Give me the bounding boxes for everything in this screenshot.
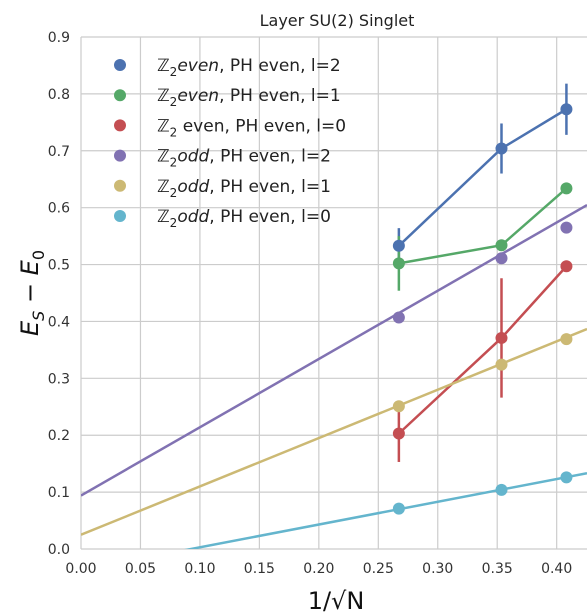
y-axis-label: ES − E0 [16,250,48,336]
data-point-series-1-2 [560,182,573,195]
data-point-series-2-0 [392,427,405,440]
y-tick-label: 0.2 [48,428,70,444]
legend-subscript: 2 [170,95,178,109]
legend-entry-4: ℤ2odd, PH even, l=1 [157,177,331,200]
legend-entry-3: ℤ2odd, PH even, l=2 [157,147,331,170]
legend-marker-5 [114,210,126,222]
data-point-series-5-0 [392,502,405,515]
data-point-series-5-1 [495,483,508,496]
legend-entry-1: ℤ2even, PH even, l=1 [157,86,341,109]
plot-background [81,37,587,549]
legend-subscript: 2 [170,186,178,200]
legend-parity: even [177,56,219,76]
legend-z-symbol: ℤ [157,207,170,227]
data-point-series-4-0 [392,400,405,413]
data-point-series-3-0 [392,311,405,324]
legend-parity: even [177,116,224,136]
y-axis-label-sub2: 0 [29,250,48,260]
y-tick-labels: 0.0 0.1 0.2 0.3 0.4 0.5 0.6 0.7 0.8 0.9 [48,30,70,558]
legend-parity: odd [177,177,209,197]
legend-z-symbol: ℤ [157,56,170,76]
data-points [392,103,573,515]
x-tick-labels: 0.00 0.05 0.10 0.15 0.20 0.25 0.30 0.35 0.40 [65,561,572,577]
data-point-series-0-2 [560,103,573,116]
y-axis-label-main: E [16,320,44,336]
x-tick-label: 0.05 [125,561,156,577]
x-tick-label: 0.25 [363,561,394,577]
y-tick-label: 0.9 [48,30,70,46]
x-tick-label: 0.20 [303,561,334,577]
legend-entry-5: ℤ2odd, PH even, l=0 [157,207,331,230]
chart-title: Layer SU(2) Singlet [260,11,415,30]
x-tick-label: 0.35 [482,561,513,577]
y-tick-label: 0.8 [48,87,70,103]
x-tick-label: 0.00 [65,561,96,577]
legend-parity: odd [177,207,209,227]
data-point-series-1-1 [495,239,508,252]
legend-marker-2 [114,119,126,132]
data-point-series-3-1 [495,252,508,265]
y-tick-label: 0.4 [48,314,70,330]
legend-marker-4 [114,179,126,192]
legend-rest: , PH even, l=1 [209,177,331,197]
y-tick-label: 0.5 [48,258,70,274]
y-axis-label-sub1: S [29,311,48,321]
data-point-series-1-0 [392,257,405,270]
y-tick-label: 0.7 [48,144,70,160]
legend-parity: even [177,86,219,106]
data-point-series-5-2 [560,471,573,484]
y-tick-label: 0.6 [48,201,70,217]
legend-subscript: 2 [170,125,178,139]
legend-rest: , PH even, l=2 [209,147,331,167]
legend-z-symbol: ℤ [157,86,170,106]
legend-subscript: 2 [170,216,178,230]
x-tick-label: 0.30 [422,561,453,577]
data-point-series-2-1 [495,331,508,344]
legend-subscript: 2 [170,156,178,170]
legend-rest: , PH even, l=0 [209,207,331,227]
data-point-series-0-0 [392,239,405,252]
legend-rest: , PH even, l=0 [224,116,346,136]
data-point-series-0-1 [495,142,508,155]
x-tick-label: 0.40 [541,561,572,577]
data-point-series-2-2 [560,260,573,273]
data-point-series-4-1 [495,358,508,371]
y-tick-label: 0.3 [48,371,70,387]
legend-rest: , PH even, l=2 [219,56,341,76]
data-point-series-4-2 [560,333,573,346]
legend-z-symbol: ℤ [157,147,170,167]
legend-marker-3 [114,149,126,162]
data-point-series-3-2 [560,221,573,234]
legend-marker-1 [114,89,126,102]
legend-parity: odd [177,147,209,167]
legend-rest: , PH even, l=1 [219,86,341,106]
x-tick-label: 0.15 [244,561,275,577]
x-tick-label: 0.10 [184,561,215,577]
y-tick-label: 0.0 [48,542,70,558]
x-axis-label: 1/√N [308,587,365,615]
legend-z-symbol: ℤ [157,116,170,136]
legend-entry-2: ℤ2 even, PH even, l=0 [157,116,346,139]
legend-z-symbol: ℤ [157,177,170,197]
legend-subscript: 2 [170,65,178,79]
legend-entry-0: ℤ2even, PH even, l=2 [157,56,341,79]
legend-marker-0 [114,59,126,71]
y-axis-label-mid: − E [16,259,44,310]
y-tick-label: 0.1 [48,485,70,501]
